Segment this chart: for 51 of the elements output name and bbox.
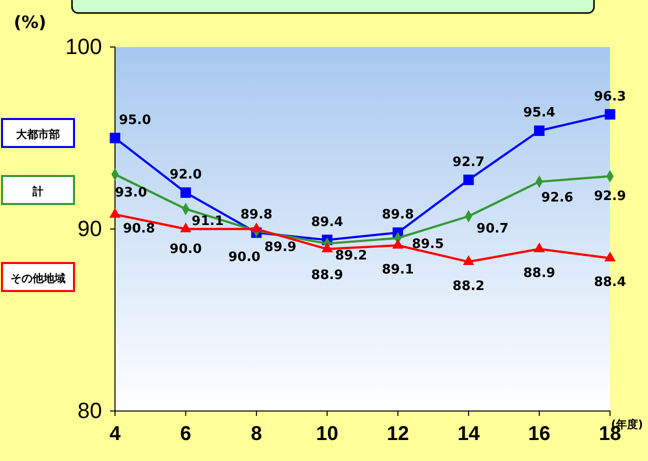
data-label: 90.0 [170,242,202,257]
point [392,238,404,249]
data-label: 90.8 [122,221,156,236]
data-label: 90.0 [228,250,260,265]
point [322,242,333,252]
data-label: 93.0 [114,185,148,200]
point [109,208,121,218]
y-tick-label: 100 [65,34,102,60]
data-label: 88.2 [452,278,485,294]
x-tick-label: 12 [386,423,409,446]
point [180,187,191,198]
data-label: 88.4 [594,275,626,290]
x-tick-label: 16 [528,423,550,446]
data-label: 92.9 [594,189,626,204]
y-axis-title: (%) [14,13,46,33]
point [250,222,262,232]
data-label: 88.9 [311,268,344,284]
data-label: 96.3 [594,89,626,104]
point [534,242,545,252]
data-label: 95.4 [523,106,556,121]
point [110,132,120,144]
point [534,125,545,136]
data-label: 92.7 [452,154,485,170]
x-tick-label: 4 [109,423,122,446]
point [604,252,616,262]
data-label: 89.8 [382,208,414,223]
data-label: 89.8 [240,208,272,223]
data-label: 89.4 [311,214,344,230]
text: 大都市部 [16,128,60,141]
x-tick-label: 14 [457,423,481,446]
x-tick-label: 6 [180,423,192,446]
data-label: 95.0 [118,113,152,128]
y-tick-label: 80 [78,398,102,424]
data-label: 90.7 [476,221,509,236]
data-label: 89.9 [264,240,296,255]
data-label: 89.5 [412,237,444,252]
data-label: 92.6 [541,190,574,206]
data-label: 89.1 [382,262,414,278]
data-label: 91.1 [192,214,224,229]
text: 計 [32,185,44,198]
data-label: 89.2 [335,248,368,264]
point [180,222,192,232]
y-tick-label: 90 [78,216,102,242]
point [604,109,616,120]
point [463,174,474,186]
text: その他地域 [10,272,66,285]
data-label: 88.9 [523,266,556,282]
data-label: 92.0 [170,168,202,183]
x-tick-label: 8 [250,423,262,446]
x-tick-label: 10 [316,423,338,446]
point [462,255,474,266]
